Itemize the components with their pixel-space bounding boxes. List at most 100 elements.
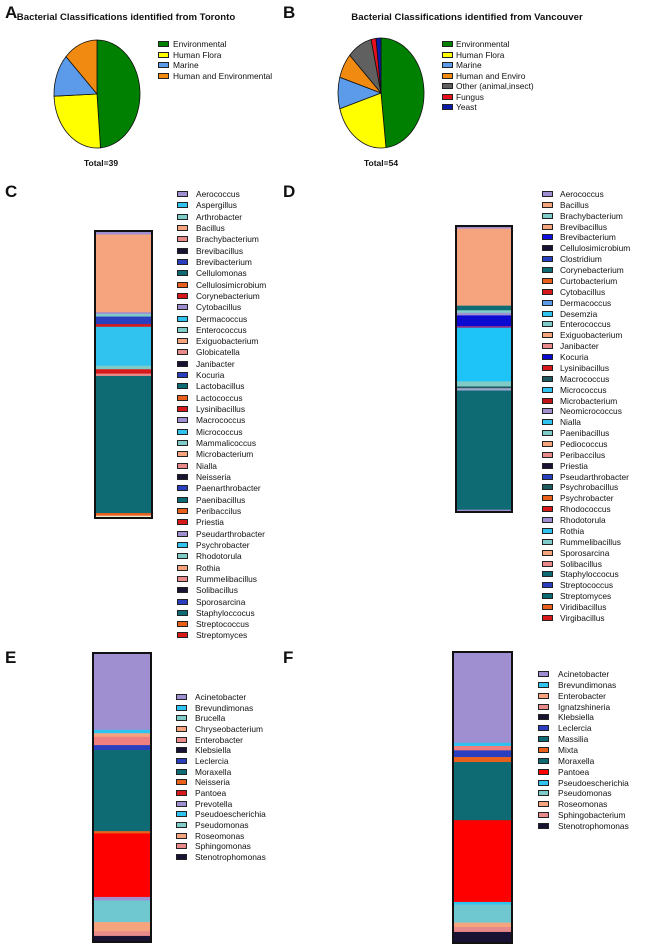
- legend-swatch: [176, 758, 187, 765]
- legend-swatch: [158, 62, 169, 69]
- legend-label: Stenotrophomonas: [558, 821, 629, 832]
- legend-swatch: [177, 609, 188, 616]
- pie-slice-human-and-environmental: [65, 39, 98, 96]
- legend-label: Rhodotorula: [196, 551, 242, 562]
- legend-swatch: [177, 451, 188, 458]
- bar-segment-macrococcus: [456, 386, 512, 389]
- legend-label: Streptococcus: [196, 619, 250, 630]
- legend-label: Lysinibacillus: [560, 362, 610, 373]
- legend-swatch: [177, 406, 188, 413]
- legend-swatch: [177, 304, 188, 311]
- bar-segment-rhodotorula: [456, 388, 512, 391]
- legend-label: Aspergillus: [196, 200, 237, 211]
- legend-label: Sporosarcina: [196, 596, 246, 607]
- legend-label: Virgibacillus: [560, 612, 605, 623]
- legend-label: Exiguobacterium: [196, 336, 259, 347]
- legend-label: Human and Environmental: [173, 70, 273, 81]
- bar-segment-corynebacterium: [456, 305, 512, 311]
- legend-swatch: [177, 236, 188, 243]
- legend-swatch: [542, 223, 553, 230]
- bar-segment-leclercia: [453, 750, 512, 758]
- pie-slice-human-flora: [339, 92, 387, 149]
- legend-label: Peribaccilus: [560, 449, 606, 460]
- bar-segment-roseomonas: [453, 922, 512, 928]
- bar-segment-corynebacterium: [95, 369, 152, 374]
- legend-swatch: [176, 747, 187, 754]
- legend-label: Pantoea: [558, 766, 590, 777]
- legend-label: Bacillus: [196, 222, 225, 233]
- bar-segment-brachybacterium: [95, 373, 152, 377]
- legend-label: Solibacillus: [196, 585, 238, 596]
- legend-label: Cytobacillus: [560, 286, 606, 297]
- bar-segment-micrococcus: [456, 327, 512, 382]
- legend-swatch: [542, 571, 553, 578]
- legend-label: Aerococcus: [560, 189, 604, 199]
- legend-swatch: [542, 538, 553, 545]
- bar-segment-sphingomonas: [93, 931, 151, 937]
- bar-segment-pseudoescherichia: [453, 901, 512, 905]
- legend-swatch: [542, 527, 553, 534]
- panel-label-f: F: [283, 648, 294, 667]
- legend-label: Kocuria: [560, 352, 589, 363]
- chart-title-vancouver: Bacterial Classifications identified fro…: [351, 12, 583, 23]
- panel-label-e: E: [5, 648, 17, 667]
- legend-swatch: [176, 736, 187, 743]
- legend-label: Neomicrococcus: [560, 406, 622, 417]
- legend-label: Brevibacterium: [196, 256, 252, 267]
- panel-label-a: A: [5, 3, 18, 22]
- bar-segment-paenibacillus: [456, 381, 512, 387]
- bar-segment-kocuria: [456, 315, 512, 327]
- legend-swatch: [538, 823, 549, 830]
- bar-segment-pantoea: [93, 833, 151, 898]
- legend-swatch: [176, 715, 187, 722]
- bar-outline: [94, 230, 153, 519]
- bar-outline: [455, 225, 513, 513]
- legend-swatch: [542, 267, 553, 274]
- legend-label: Moraxella: [558, 755, 595, 766]
- legend-label: Corynebacterium: [196, 290, 260, 301]
- legend-swatch: [176, 726, 187, 732]
- legend-swatch: [177, 315, 188, 322]
- legend-label: Pseudomonas: [558, 788, 612, 799]
- legend-swatch: [177, 247, 188, 254]
- legend-swatch: [542, 517, 553, 524]
- legend-label: Rhodotorula: [560, 515, 606, 526]
- legend-label: Stenotrophomonas: [195, 852, 266, 863]
- legend-label: Dermacoccus: [560, 297, 612, 308]
- legend-label: Neisseria: [195, 777, 230, 788]
- legend-label: Klebsiella: [195, 745, 231, 756]
- legend-swatch: [542, 299, 553, 306]
- legend-label: Curtobacterium: [560, 275, 618, 286]
- bar-segment-aerococcus: [95, 231, 152, 235]
- legend-swatch: [538, 725, 549, 732]
- bar-segment-mixta: [453, 757, 512, 763]
- legend-label: Roseomonas: [558, 799, 608, 810]
- legend-label: Microbacterium: [560, 395, 618, 406]
- legend-swatch: [542, 451, 553, 458]
- legend-swatch: [176, 704, 187, 711]
- legend-label: Brevibacterium: [560, 232, 616, 243]
- bar-segment-bacillus: [95, 234, 152, 313]
- legend-swatch: [542, 604, 553, 611]
- legend-swatch: [177, 632, 188, 639]
- legend-swatch: [538, 812, 549, 819]
- legend-swatch: [177, 485, 188, 492]
- legend-swatch: [176, 854, 187, 861]
- bar-segment-acinetobacter: [453, 652, 512, 744]
- legend-swatch: [542, 288, 553, 295]
- legend-swatch: [538, 692, 549, 699]
- legend-label: Pseudoescherichia: [195, 809, 266, 820]
- bar-segment-enterococcus: [95, 313, 152, 317]
- legend-swatch: [177, 292, 188, 299]
- legend-label: Pseudarthrobacter: [196, 528, 265, 539]
- legend-swatch: [176, 768, 187, 775]
- legend-label: Streptococcus: [560, 580, 614, 591]
- legend-label: Cytobacillus: [196, 302, 242, 313]
- legend-label: Paenarthrobacter: [196, 483, 261, 494]
- legend-swatch: [538, 703, 549, 710]
- legend-label: Sphingomonas: [195, 841, 251, 852]
- bar-segment-moraxella: [453, 761, 512, 821]
- legend-label: Rothia: [196, 562, 221, 573]
- legend-swatch: [538, 801, 549, 808]
- legend-swatch: [542, 506, 553, 513]
